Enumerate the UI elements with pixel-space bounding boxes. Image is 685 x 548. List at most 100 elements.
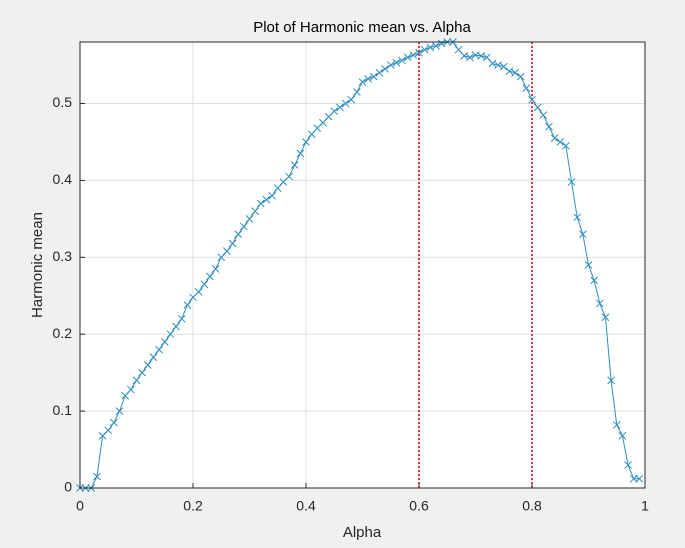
data-marker — [381, 65, 389, 73]
data-marker — [522, 84, 531, 92]
data-marker — [499, 62, 508, 71]
data-marker — [302, 138, 310, 146]
data-marker — [465, 53, 474, 62]
data-marker — [217, 253, 226, 262]
data-marker — [290, 161, 299, 169]
data-marker — [556, 138, 565, 146]
data-marker — [635, 474, 644, 483]
data-marker — [262, 195, 271, 204]
data-marker — [143, 361, 152, 369]
x-tick-label: 0 — [76, 498, 84, 514]
data-marker — [612, 421, 621, 429]
data-marker — [256, 199, 265, 208]
data-marker — [618, 431, 627, 440]
data-marker — [341, 99, 350, 108]
data-marker — [336, 103, 344, 112]
data-marker — [200, 280, 209, 289]
data-marker — [488, 59, 497, 68]
data-marker — [420, 45, 429, 54]
data-marker — [166, 330, 175, 339]
data-marker — [149, 353, 158, 362]
data-marker — [607, 376, 615, 385]
y-axis-label: Harmonic mean — [29, 212, 46, 318]
axes-box — [79, 41, 646, 489]
data-marker — [437, 39, 446, 48]
data-marker — [364, 75, 373, 83]
data-marker — [482, 53, 491, 62]
data-marker — [562, 141, 570, 150]
x-axis-label: Alpha — [343, 524, 382, 541]
chart-title: Plot of Harmonic mean vs. Alpha — [253, 19, 471, 36]
data-marker — [375, 68, 384, 77]
data-marker — [183, 301, 192, 309]
y-tick-label: 0.1 — [53, 402, 73, 418]
data-marker — [358, 78, 367, 86]
data-marker — [223, 247, 231, 256]
data-marker — [307, 130, 316, 139]
data-marker — [511, 68, 519, 77]
data-marker — [369, 72, 378, 81]
data-marker — [245, 215, 254, 223]
data-marker — [121, 391, 130, 400]
data-marker — [273, 184, 282, 192]
data-marker — [573, 213, 582, 222]
data-marker — [595, 299, 604, 308]
data-marker — [211, 264, 220, 273]
data-marker — [624, 461, 632, 469]
data-marker — [115, 407, 124, 415]
data-marker — [155, 345, 163, 354]
data-marker — [516, 72, 525, 81]
data-marker — [104, 426, 113, 435]
data-marker — [409, 51, 418, 59]
plot-area — [80, 42, 645, 488]
data-marker — [505, 67, 514, 76]
data-marker — [528, 95, 536, 104]
data-marker — [352, 88, 361, 96]
data-marker — [296, 149, 305, 158]
data-marker — [432, 41, 440, 50]
data-marker — [228, 239, 237, 248]
data-marker — [494, 61, 502, 69]
data-marker — [454, 45, 463, 54]
y-tick-label: 0.2 — [53, 325, 73, 341]
data-marker — [477, 51, 486, 60]
data-marker — [533, 103, 542, 112]
data-marker — [415, 48, 423, 57]
data-marker — [347, 95, 356, 104]
data-marker — [550, 134, 559, 142]
data-marker — [160, 338, 169, 346]
data-marker — [110, 418, 118, 427]
data-marker — [403, 53, 412, 62]
data-marker — [206, 272, 214, 281]
data-marker — [386, 61, 395, 69]
y-tick-label: 0.5 — [53, 94, 73, 110]
data-marker — [539, 111, 548, 119]
data-marker — [172, 322, 180, 331]
data-marker — [239, 222, 248, 231]
data-marker — [584, 261, 593, 269]
y-tick-label: 0.3 — [53, 248, 73, 264]
data-marker — [234, 230, 243, 239]
data-line — [80, 41, 640, 489]
x-tick-label: 0.6 — [409, 498, 429, 514]
data-marker — [567, 178, 576, 186]
data-marker — [629, 474, 638, 483]
data-marker — [601, 313, 610, 322]
data-marker — [285, 172, 293, 181]
data-marker — [398, 56, 406, 65]
x-tick-label: 0.4 — [296, 498, 316, 514]
data-marker — [126, 385, 135, 394]
y-tick-label: 0.4 — [53, 171, 73, 187]
data-marker — [460, 51, 469, 60]
data-marker — [132, 376, 141, 385]
data-marker — [426, 43, 435, 52]
data-marker — [93, 472, 101, 481]
data-marker — [177, 314, 186, 323]
data-marker — [268, 191, 276, 200]
data-marker — [330, 107, 339, 116]
data-marker — [392, 58, 401, 67]
data-marker — [194, 288, 203, 296]
x-tick-label: 0.8 — [522, 498, 542, 514]
data-marker — [138, 368, 147, 377]
x-tick-label: 0.2 — [183, 498, 203, 514]
